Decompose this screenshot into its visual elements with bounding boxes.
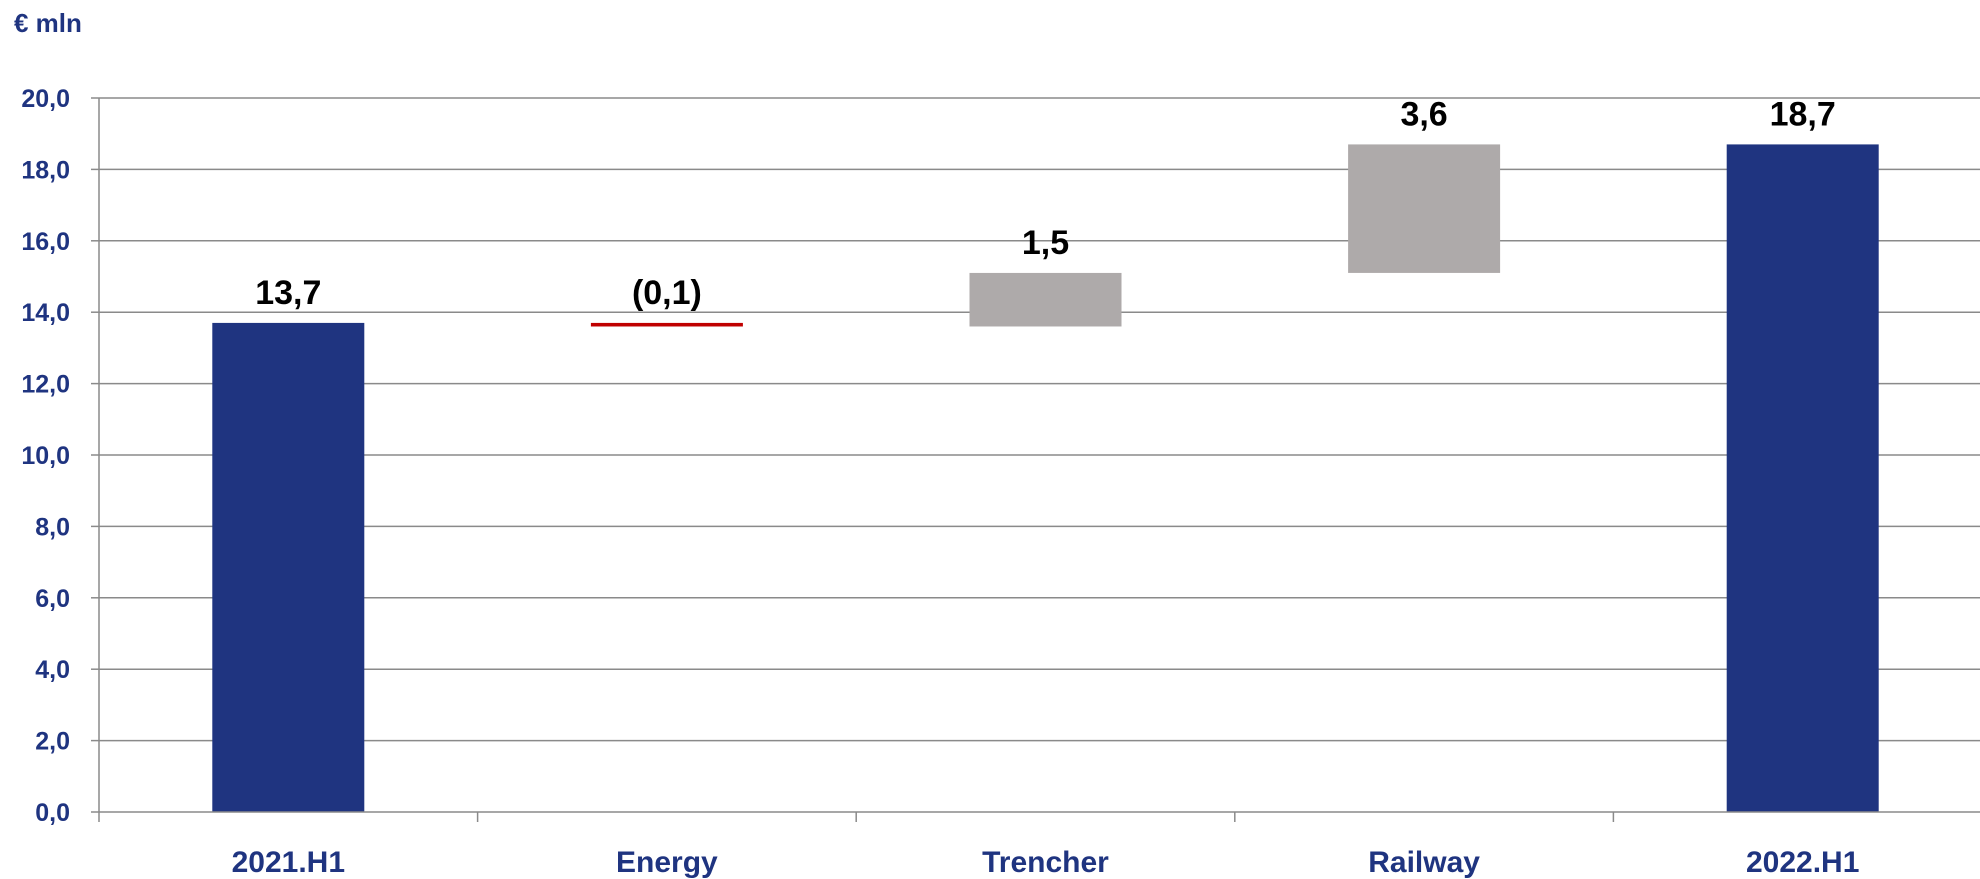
x-tick-label: Railway (1368, 846, 1480, 879)
data-label: (0,1) (632, 274, 702, 312)
y-tick-label: 10,0 (21, 442, 70, 470)
x-axis-ticks: 2021.H1 Energy Trencher Railway 2022.H1 (232, 846, 1860, 879)
bar-2021-h1 (212, 322, 365, 812)
y-tick-label: 12,0 (21, 371, 70, 399)
y-tick-label: 4,0 (35, 656, 70, 684)
x-tick-label: Trencher (982, 846, 1109, 879)
gridlines (99, 97, 1980, 742)
y-tick-label: 8,0 (35, 513, 70, 541)
data-label: 18,7 (1770, 95, 1836, 133)
bar-trencher (969, 272, 1122, 327)
y-tick-label: 20,0 (21, 85, 70, 113)
data-labels: 13,7 (0,1) 1,5 3,6 18,7 (255, 95, 1836, 312)
data-label: 13,7 (255, 274, 321, 312)
data-label: 3,6 (1400, 95, 1447, 133)
unit-label: € mln (14, 8, 82, 38)
y-tick-label: 6,0 (35, 585, 70, 613)
y-tick-label: 16,0 (21, 228, 70, 256)
y-tick-label: 14,0 (21, 299, 70, 327)
x-tick-label: Energy (616, 846, 718, 879)
bars (212, 144, 1879, 812)
y-axis-ticks: 0,0 2,0 4,0 6,0 8,0 10,0 12,0 14,0 16,0 18,0 20,0 (21, 85, 99, 827)
x-axis (98, 98, 1980, 822)
y-tick-label: 0,0 (35, 799, 70, 827)
bar-railway (1348, 144, 1501, 273)
y-tick-label: 18,0 (21, 156, 70, 184)
x-tick-label: 2022.H1 (1746, 846, 1859, 879)
y-tick-label: 2,0 (35, 728, 70, 756)
bar-2022-h1 (1726, 144, 1879, 812)
data-label: 1,5 (1022, 224, 1069, 262)
bar-energy (590, 322, 743, 327)
x-tick-label: 2021.H1 (232, 846, 345, 879)
